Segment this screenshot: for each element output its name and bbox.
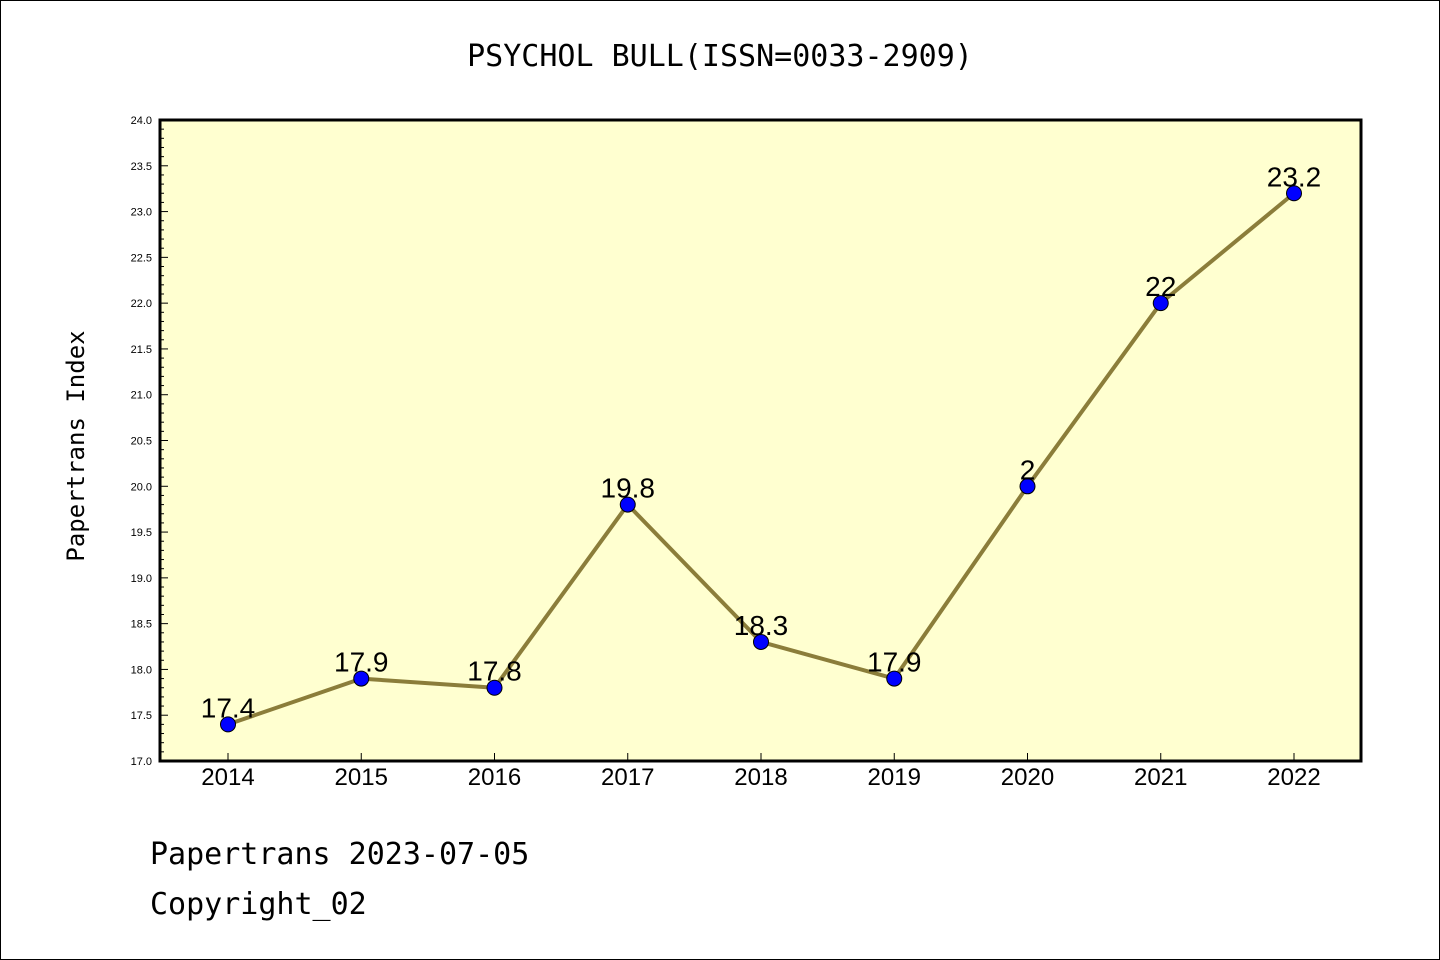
x-tick-label: 2015: [335, 764, 388, 791]
data-point: [753, 633, 769, 650]
x-tick-label: 2020: [1001, 764, 1054, 791]
series-group: [220, 185, 1302, 733]
y-tick-label: 18.5: [131, 619, 152, 631]
x-tick-label: 2022: [1267, 764, 1320, 791]
y-tick-label: 18.0: [131, 664, 152, 676]
x-axis-ticks: 2014 2015 2016 2017 2018 2019 2020 2021 2022: [201, 753, 1321, 791]
footer-date: Papertrans 2023-07-05: [150, 837, 529, 872]
y-tick-label: 22.5: [131, 252, 152, 264]
y-tick-label: 22.0: [131, 298, 152, 310]
y-tick-label: 23.5: [131, 161, 152, 173]
chart-title: PSYCHOL BULL(ISSN=0033-2909): [467, 39, 973, 74]
data-label: 2: [1020, 454, 1036, 485]
data-label: 22: [1145, 271, 1176, 302]
y-tick-label: 20.0: [131, 481, 152, 493]
y-axis-ticks: 17.0 17.5 18.0 18.5 19.0 19.5 20.0 20.5 21.0 21.5…: [131, 115, 168, 768]
data-point: [886, 670, 903, 687]
data-label: 17.9: [334, 647, 389, 678]
y-tick-label: 17.0: [131, 756, 152, 768]
data-label: 17.8: [467, 656, 522, 687]
footer-copyright: Copyright_02: [150, 887, 367, 922]
data-label: 17.4: [201, 692, 256, 723]
y-tick-label: 21.0: [131, 390, 152, 402]
plot-area: [158, 118, 1363, 763]
data-point: [1019, 478, 1036, 495]
x-tick-label: 2019: [868, 764, 921, 791]
data-label: 19.8: [601, 473, 656, 504]
data-point: [1152, 295, 1169, 312]
x-tick-label: 2021: [1134, 764, 1187, 791]
data-point: [486, 679, 503, 696]
x-tick-label: 2018: [734, 764, 787, 791]
data-point: [1286, 185, 1302, 202]
x-tick-label: 2017: [601, 764, 654, 791]
data-label: 23.2: [1267, 161, 1322, 192]
data-point: [619, 496, 636, 513]
y-tick-label: 24.0: [131, 115, 152, 127]
y-tick-label: 19.0: [131, 573, 152, 585]
x-tick-label: 2016: [468, 764, 521, 791]
y-tick-label: 19.5: [131, 527, 152, 539]
y-tick-label: 17.5: [131, 710, 152, 722]
data-point: [220, 716, 236, 733]
y-tick-label: 23.0: [131, 207, 152, 219]
y-axis-label: Papertrans Index: [62, 330, 90, 561]
data-label: 17.9: [867, 647, 922, 678]
data-label: 18.3: [734, 610, 789, 641]
data-point: [353, 670, 370, 687]
y-tick-label: 21.5: [131, 344, 152, 356]
y-tick-label: 20.5: [131, 436, 152, 448]
x-tick-label: 2014: [201, 764, 254, 791]
